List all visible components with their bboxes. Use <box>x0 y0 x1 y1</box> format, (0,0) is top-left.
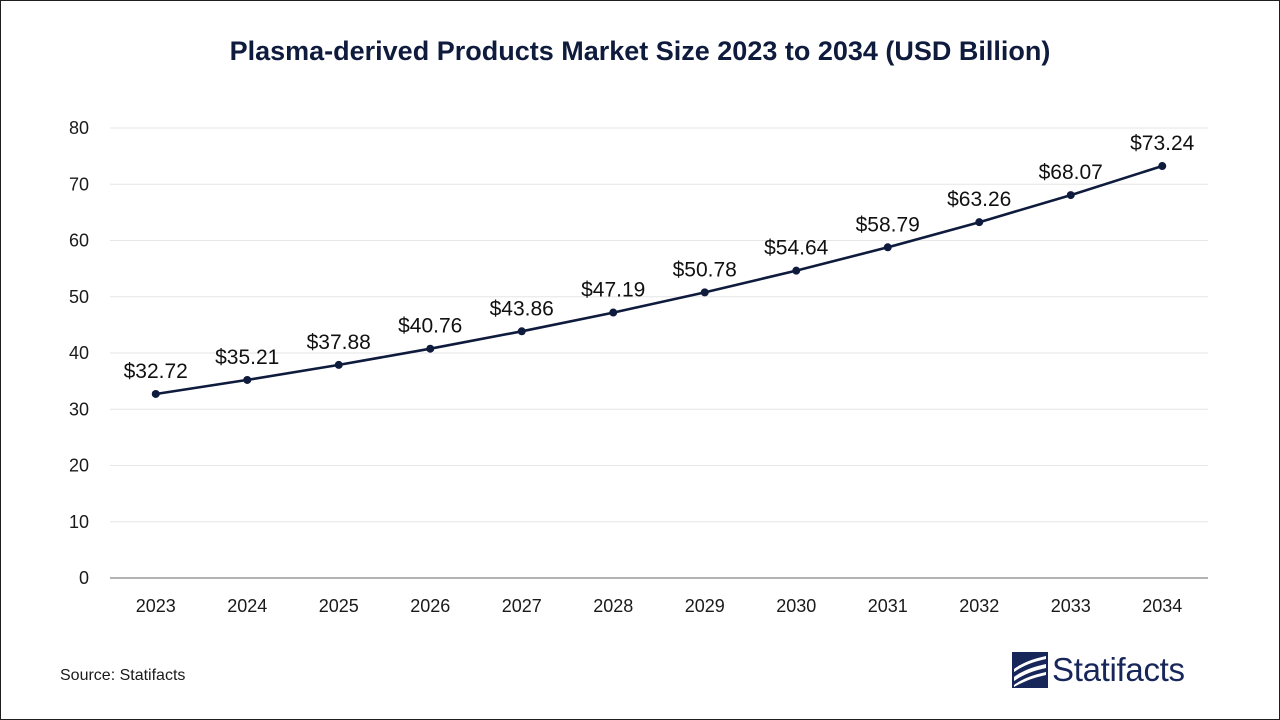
data-point <box>700 288 709 297</box>
brand-logo: Statifacts <box>1012 650 1185 690</box>
data-point <box>334 360 343 369</box>
y-tick-label: 60 <box>69 231 89 251</box>
data-labels: $32.72 $35.21 $37.88 $40.76 $43.86 $47.19 $50.… <box>124 132 1195 383</box>
data-label: $58.79 <box>856 213 920 236</box>
y-axis-ticks: 0 10 20 30 40 50 60 70 80 <box>69 118 89 588</box>
gridlines <box>110 127 1208 523</box>
brand-name: Statifacts <box>1052 651 1185 688</box>
data-label: $50.78 <box>673 258 737 281</box>
data-point <box>609 308 618 317</box>
data-label: $73.24 <box>1130 132 1195 155</box>
x-tick-label: 2027 <box>502 596 542 616</box>
y-tick-label: 80 <box>69 118 89 138</box>
data-point <box>243 375 252 384</box>
x-tick-label: 2026 <box>410 596 450 616</box>
x-tick-label: 2034 <box>1142 596 1182 616</box>
data-point <box>426 344 435 353</box>
data-label: $47.19 <box>581 279 645 302</box>
y-tick-label: 70 <box>69 174 89 194</box>
data-point <box>1158 162 1167 171</box>
data-label: $32.72 <box>124 360 188 383</box>
data-point <box>883 243 892 252</box>
series-line <box>155 164 1163 396</box>
y-tick-label: 10 <box>69 512 89 532</box>
data-label: $63.26 <box>947 188 1011 211</box>
data-points <box>151 162 1167 398</box>
data-label: $68.07 <box>1039 161 1103 184</box>
x-tick-label: 2033 <box>1051 596 1091 616</box>
y-tick-label: 40 <box>69 343 89 363</box>
data-point <box>1066 191 1075 200</box>
data-label: $35.21 <box>215 346 279 369</box>
data-label: $54.64 <box>764 237 829 260</box>
chart-title: Plasma-derived Products Market Size 2023… <box>229 36 1051 66</box>
data-point <box>151 389 160 398</box>
x-tick-label: 2032 <box>959 596 999 616</box>
x-tick-label: 2030 <box>776 596 816 616</box>
data-point <box>975 218 984 227</box>
data-point <box>792 266 801 275</box>
data-label: $40.76 <box>398 315 462 338</box>
data-label: $37.88 <box>307 331 371 354</box>
x-tick-label: 2028 <box>593 596 633 616</box>
statifacts-logo-icon <box>1012 652 1048 688</box>
source-note: Source: Statifacts <box>60 667 186 684</box>
x-tick-label: 2023 <box>136 596 176 616</box>
x-tick-label: 2031 <box>868 596 908 616</box>
y-tick-label: 0 <box>79 568 89 588</box>
x-tick-label: 2024 <box>227 596 267 616</box>
data-point <box>517 327 526 336</box>
x-tick-label: 2025 <box>319 596 359 616</box>
data-label: $43.86 <box>490 297 554 320</box>
x-axis-ticks: 2023 2024 2025 2026 2027 2028 2029 2030 2031 2032… <box>136 596 1183 616</box>
x-tick-label: 2029 <box>685 596 725 616</box>
y-tick-label: 20 <box>69 456 89 476</box>
y-tick-label: 30 <box>69 399 89 419</box>
y-tick-label: 50 <box>69 287 89 307</box>
